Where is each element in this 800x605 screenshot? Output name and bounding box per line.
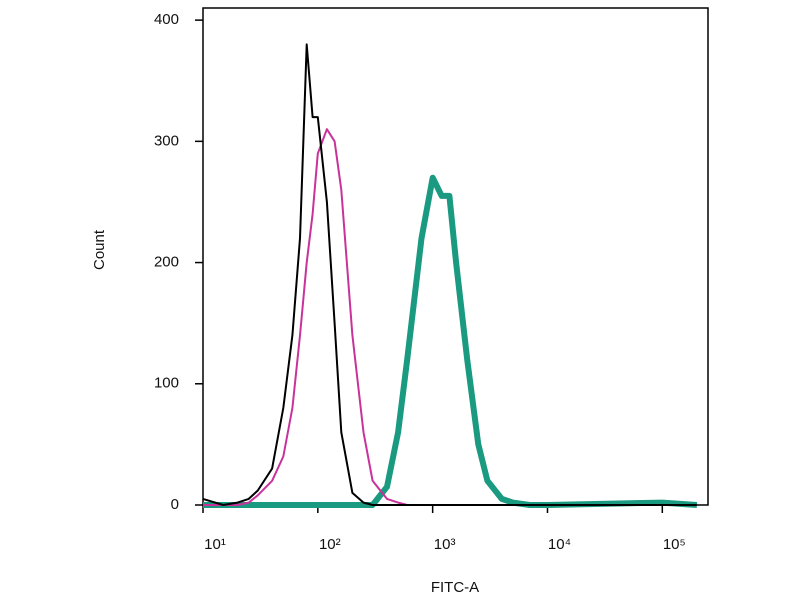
series-line (203, 128, 697, 506)
x-tick-label: 10¹ (204, 536, 226, 553)
series-line (202, 43, 697, 506)
y-axis-label: Count (91, 229, 108, 270)
y-tick-label: 400 (154, 11, 179, 28)
y-tick-label: 200 (154, 254, 179, 271)
x-tick-label: 10⁵ (663, 536, 686, 553)
x-tick-label: 10⁴ (548, 536, 571, 553)
x-tick-label: 10³ (434, 536, 456, 553)
x-axis-label: FITC-A (431, 579, 479, 596)
x-tick-label: 10² (319, 536, 341, 553)
y-tick-label: 300 (154, 132, 179, 149)
series-line (203, 174, 698, 508)
y-tick-label: 0 (171, 496, 179, 513)
y-tick-label: 100 (154, 375, 179, 392)
